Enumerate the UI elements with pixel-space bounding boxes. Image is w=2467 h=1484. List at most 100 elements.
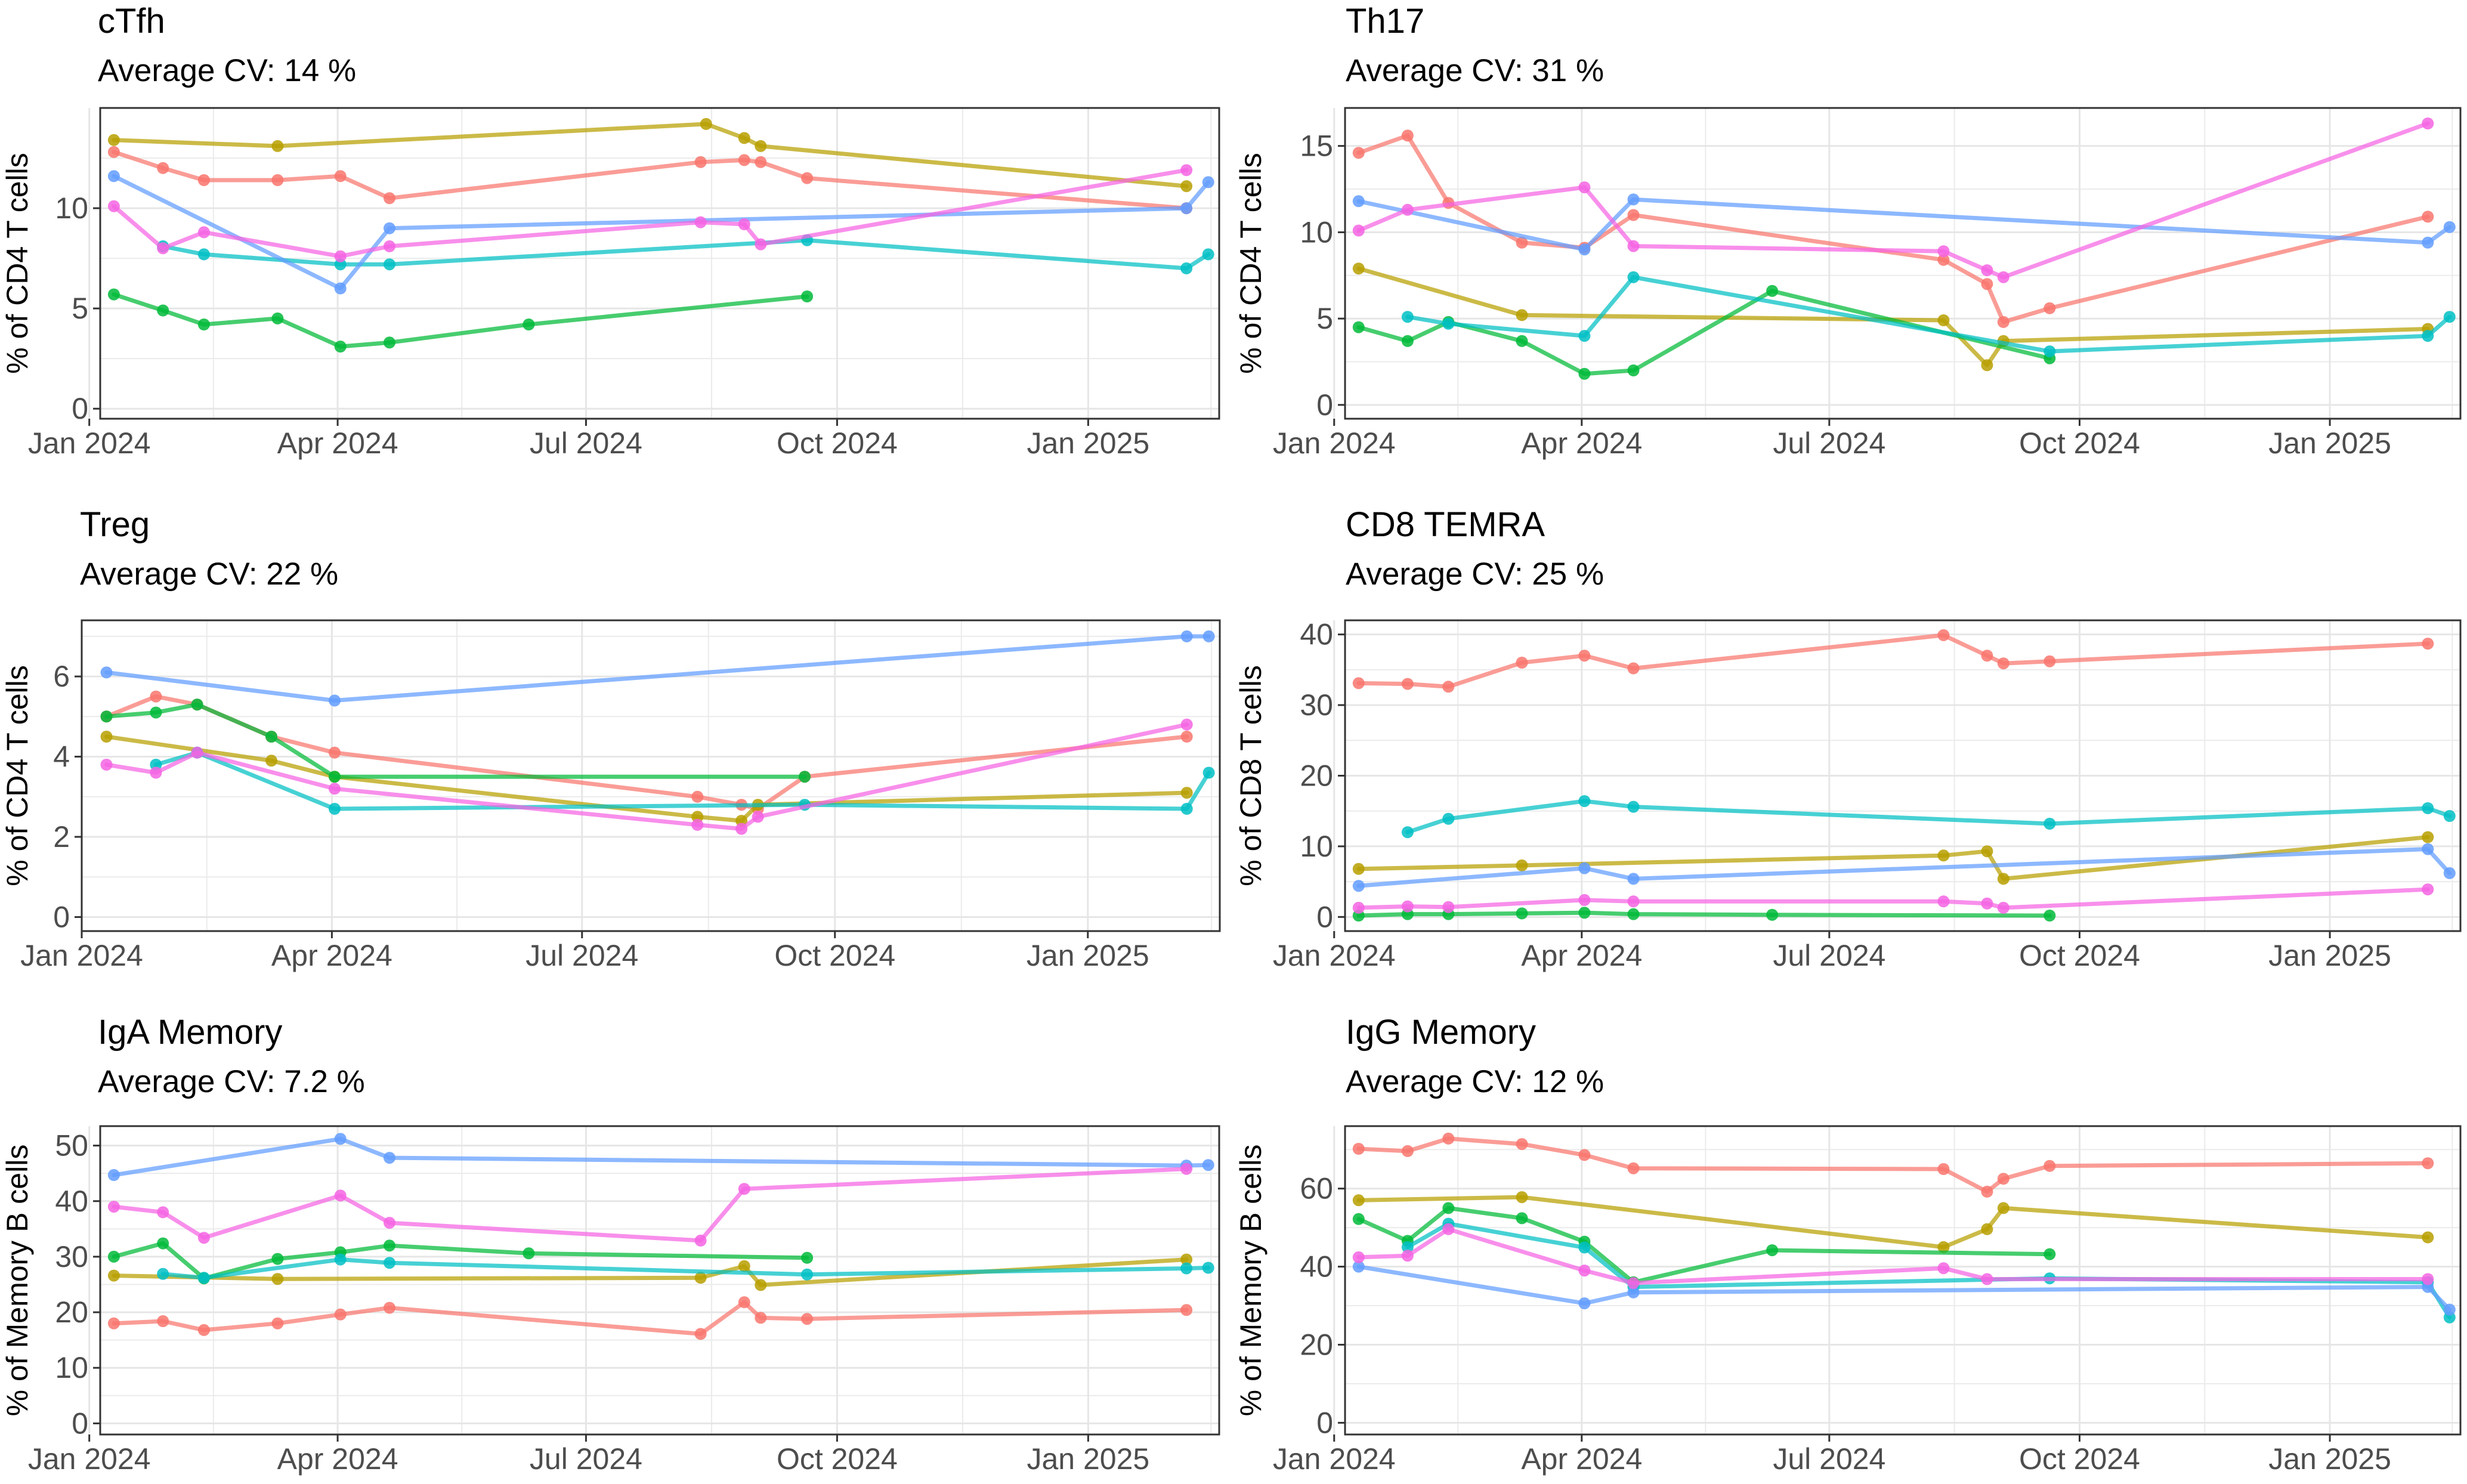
data-point — [2044, 1248, 2056, 1260]
panel-subtitle: Average CV: 12 % — [1346, 1064, 1605, 1099]
gridlines — [88, 1126, 1219, 1434]
data-point — [1627, 800, 1640, 813]
data-point — [1401, 1145, 1414, 1157]
data-point — [755, 238, 767, 251]
data-point — [1937, 1241, 1950, 1253]
y-axis-label: % of CD4 T cells — [1234, 153, 1267, 374]
y-tick-label: 20 — [1300, 759, 1333, 793]
series-line — [1356, 1205, 2052, 1285]
data-point — [1981, 1185, 1993, 1198]
data-point — [329, 771, 341, 783]
data-point — [1516, 1212, 1528, 1225]
panel-subtitle: Average CV: 14 % — [98, 53, 357, 88]
data-point — [1627, 240, 1640, 252]
series-layer — [1352, 629, 2456, 922]
data-point — [738, 132, 750, 144]
data-point — [1766, 908, 1779, 921]
data-point — [1627, 1162, 1640, 1174]
data-point — [334, 1253, 347, 1266]
panel-subtitle: Average CV: 31 % — [1346, 53, 1605, 88]
data-point — [1627, 271, 1640, 283]
data-point — [1180, 731, 1193, 743]
data-point — [107, 1169, 120, 1181]
y-tick-label: 4 — [53, 740, 70, 774]
panel-subtitle: Average CV: 22 % — [80, 556, 339, 592]
data-point — [271, 1317, 284, 1330]
data-point — [1401, 1241, 1414, 1253]
data-point — [801, 1268, 814, 1281]
data-point — [1401, 129, 1414, 142]
data-point — [1180, 1253, 1193, 1266]
y-tick-label: 10 — [1300, 215, 1333, 249]
data-point — [1997, 1202, 2010, 1214]
y-tick-label: 20 — [55, 1296, 88, 1329]
data-point — [107, 288, 120, 301]
data-point — [107, 146, 120, 158]
data-point — [384, 258, 395, 271]
series-p3 — [100, 698, 811, 783]
data-point — [738, 1260, 750, 1272]
chart-svg: Jan 2024 Apr 2024 Jul 2024 Oct 2024 Jan 2025… — [1234, 618, 2462, 972]
data-point — [384, 336, 395, 349]
series-p2 — [1352, 831, 2434, 885]
data-point — [384, 192, 395, 205]
y-tick-label: 50 — [55, 1129, 88, 1163]
data-point — [801, 172, 814, 184]
data-point — [1442, 901, 1455, 913]
data-point — [1180, 164, 1193, 177]
data-point — [2422, 211, 2434, 223]
y-axis-label: % of CD4 T cells — [1, 665, 34, 886]
data-point — [1627, 209, 1640, 221]
data-point — [384, 240, 395, 252]
data-point — [738, 154, 750, 166]
panel-cd8-temra: CD8 TEMRA Average CV: 25 % Jan 2024 Apr 2… — [1234, 495, 2467, 990]
data-point — [1997, 901, 2010, 914]
data-point — [1352, 1194, 1365, 1207]
series-p1 — [107, 146, 1193, 215]
y-tick-label: 40 — [55, 1185, 88, 1218]
data-point — [1180, 1304, 1193, 1316]
x-tick-label: Oct 2024 — [777, 1442, 898, 1476]
x-tick-label: Apr 2024 — [277, 1442, 398, 1476]
data-point — [2422, 638, 2434, 650]
data-point — [334, 1308, 347, 1321]
series-line — [1356, 1227, 2430, 1285]
data-point — [1937, 629, 1950, 641]
data-point — [738, 218, 750, 230]
plot-border — [81, 619, 1221, 932]
data-point — [2044, 302, 2056, 314]
plot-border — [99, 107, 1220, 420]
data-point — [1442, 812, 1455, 825]
series-p4 — [1401, 271, 2456, 358]
series-p4 — [157, 1253, 1214, 1284]
data-point — [2422, 118, 2434, 129]
x-tick-label: Jan 2025 — [2268, 939, 2391, 972]
data-point — [2422, 1157, 2434, 1170]
plot-border — [99, 1125, 1220, 1436]
data-point — [700, 118, 712, 130]
data-point — [2443, 1303, 2456, 1316]
data-point — [265, 731, 277, 743]
data-point — [738, 1296, 750, 1309]
series-layer — [1352, 1132, 2456, 1324]
data-point — [1578, 1297, 1591, 1310]
data-point — [197, 319, 210, 330]
series-p5 — [107, 170, 1214, 295]
data-point — [271, 312, 284, 324]
x-tick-label: Oct 2024 — [2019, 1442, 2140, 1476]
data-point — [694, 1272, 707, 1284]
series-p4 — [1401, 795, 2456, 839]
y-tick-label: 60 — [1300, 1172, 1333, 1205]
data-point — [801, 1313, 814, 1325]
plot-border — [1344, 107, 2462, 420]
series-p5 — [1352, 193, 2456, 256]
x-tick-label: Jul 2024 — [1773, 426, 1885, 460]
y-tick-label: 5 — [72, 292, 88, 325]
data-point — [2044, 818, 2056, 830]
data-point — [801, 290, 814, 302]
data-point — [1981, 278, 1993, 290]
data-point — [735, 823, 748, 835]
data-point — [1578, 862, 1591, 874]
x-tick-label: Apr 2024 — [1521, 939, 1642, 972]
chart-svg: Jan 2024 Apr 2024 Jul 2024 Oct 2024 Jan 2025… — [1, 107, 1220, 460]
